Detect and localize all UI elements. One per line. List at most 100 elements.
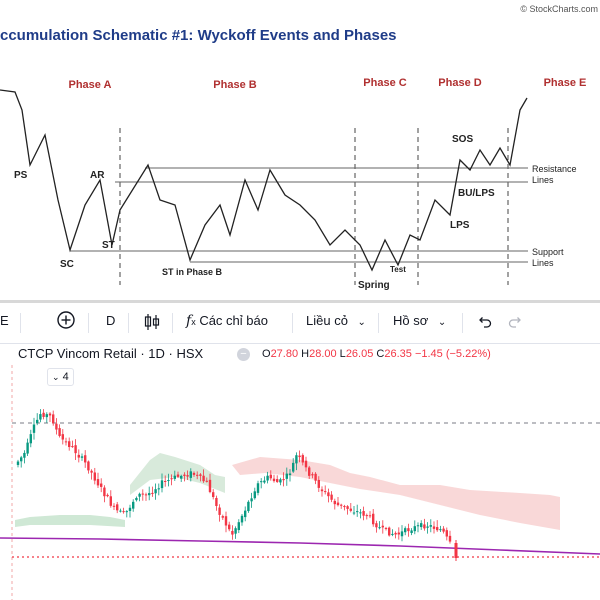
candle-body [388, 527, 391, 536]
candle-body [343, 506, 346, 508]
candle-body [208, 479, 212, 493]
candle-body [68, 441, 71, 448]
candle-body [48, 413, 52, 416]
candles-icon[interactable] [143, 312, 161, 335]
profile-button[interactable]: Hồ sơ ⌄ [393, 313, 446, 328]
indicators-button[interactable]: fx Các chỉ báo [186, 313, 268, 329]
candle-body [183, 474, 186, 476]
candle-body [122, 511, 125, 513]
candle-body [170, 478, 173, 480]
candle-body [298, 455, 301, 458]
candle-body [61, 434, 64, 440]
moving-average-line [0, 537, 600, 555]
candle-body [356, 511, 359, 513]
templates-button[interactable]: Liều cỏ ⌄ [306, 313, 366, 328]
candle-body [244, 510, 247, 518]
symbol-name[interactable]: CTCP Vincom Retail · 1D · HSX [18, 346, 204, 361]
candle-body [231, 530, 234, 535]
candle-body [349, 508, 352, 511]
candle-body [237, 522, 240, 531]
candle-body [116, 504, 119, 511]
candle-body [410, 530, 413, 534]
candle-body [221, 516, 224, 518]
toolbar-separator [292, 313, 293, 333]
candle-body [112, 505, 116, 507]
candle-body [186, 475, 189, 477]
fx-icon-sub: x [191, 317, 196, 327]
candle-body [295, 455, 298, 464]
candle-body [378, 527, 381, 529]
phase-b-label: Phase B [213, 79, 256, 91]
legend-minus-icon[interactable]: − [237, 348, 250, 361]
candle-body [372, 513, 375, 525]
candle-body [58, 428, 61, 436]
candle-body [429, 525, 432, 527]
candle-svg [0, 365, 600, 600]
candle-body [327, 492, 330, 497]
candle-body [218, 507, 221, 515]
candle-body [20, 457, 23, 462]
chevron-down-icon: ⌄ [437, 317, 447, 328]
templates-label: Liều cỏ [306, 313, 348, 328]
event-lps: LPS [450, 220, 470, 231]
candle-body [164, 480, 167, 482]
candle-body [397, 532, 400, 535]
candle-body [29, 434, 32, 444]
change-value: −1.45 (−5.22%) [414, 348, 491, 360]
event-st: ST [102, 240, 115, 251]
candle-body [45, 414, 48, 418]
candle-body [416, 525, 420, 527]
toolbar-separator [88, 313, 89, 333]
candle-body [138, 493, 141, 497]
candle-body [160, 480, 164, 489]
candle-body [336, 502, 340, 506]
candle-body [362, 511, 365, 516]
undo-icon[interactable] [476, 314, 492, 333]
candle-body [352, 512, 356, 514]
candle-body [192, 472, 196, 475]
candle-body [215, 497, 218, 506]
candle-body [276, 479, 279, 482]
candle-body [80, 456, 84, 458]
candle-body [320, 489, 324, 492]
toolbar-separator [128, 313, 129, 333]
interval-button[interactable]: D [106, 313, 116, 328]
cloud-green-1 [15, 515, 125, 527]
candle-body [189, 471, 192, 478]
candle-body [423, 524, 426, 529]
candle-body [202, 475, 205, 482]
low-value: 26.05 [345, 348, 374, 360]
candle-body [151, 492, 154, 494]
candle-body [55, 423, 58, 430]
candle-body [148, 493, 151, 496]
chevron-down-icon: ⌄ [52, 372, 60, 382]
phase-e-label: Phase E [544, 77, 587, 89]
candle-body [394, 532, 397, 535]
candle-body [330, 494, 333, 500]
candle-body [324, 491, 327, 493]
redo-icon[interactable] [508, 314, 524, 333]
last-candle-body [454, 543, 458, 558]
candle-body [432, 526, 436, 529]
candle-body [311, 474, 314, 476]
candle-body [260, 481, 263, 483]
candle-body [106, 494, 109, 497]
candle-body [304, 460, 308, 468]
menu-edge-icon[interactable]: E [0, 313, 9, 328]
open-value: 27.80 [270, 348, 299, 360]
candle-body [103, 487, 106, 497]
legend-collapse-button[interactable]: ⌄ 4 [47, 368, 74, 386]
candle-body [196, 474, 199, 476]
price-chart[interactable] [0, 365, 600, 600]
high-value: 28.00 [309, 348, 337, 360]
toolbar-separator [172, 313, 173, 333]
candle-body [119, 510, 122, 512]
panel-divider [0, 300, 600, 303]
plus-circle-icon[interactable] [57, 311, 75, 332]
candle-body [279, 479, 282, 483]
candle-body [247, 501, 250, 512]
candle-body [301, 455, 304, 463]
event-ps: PS [14, 170, 28, 181]
price-path [0, 89, 528, 272]
candle-body [173, 475, 176, 479]
